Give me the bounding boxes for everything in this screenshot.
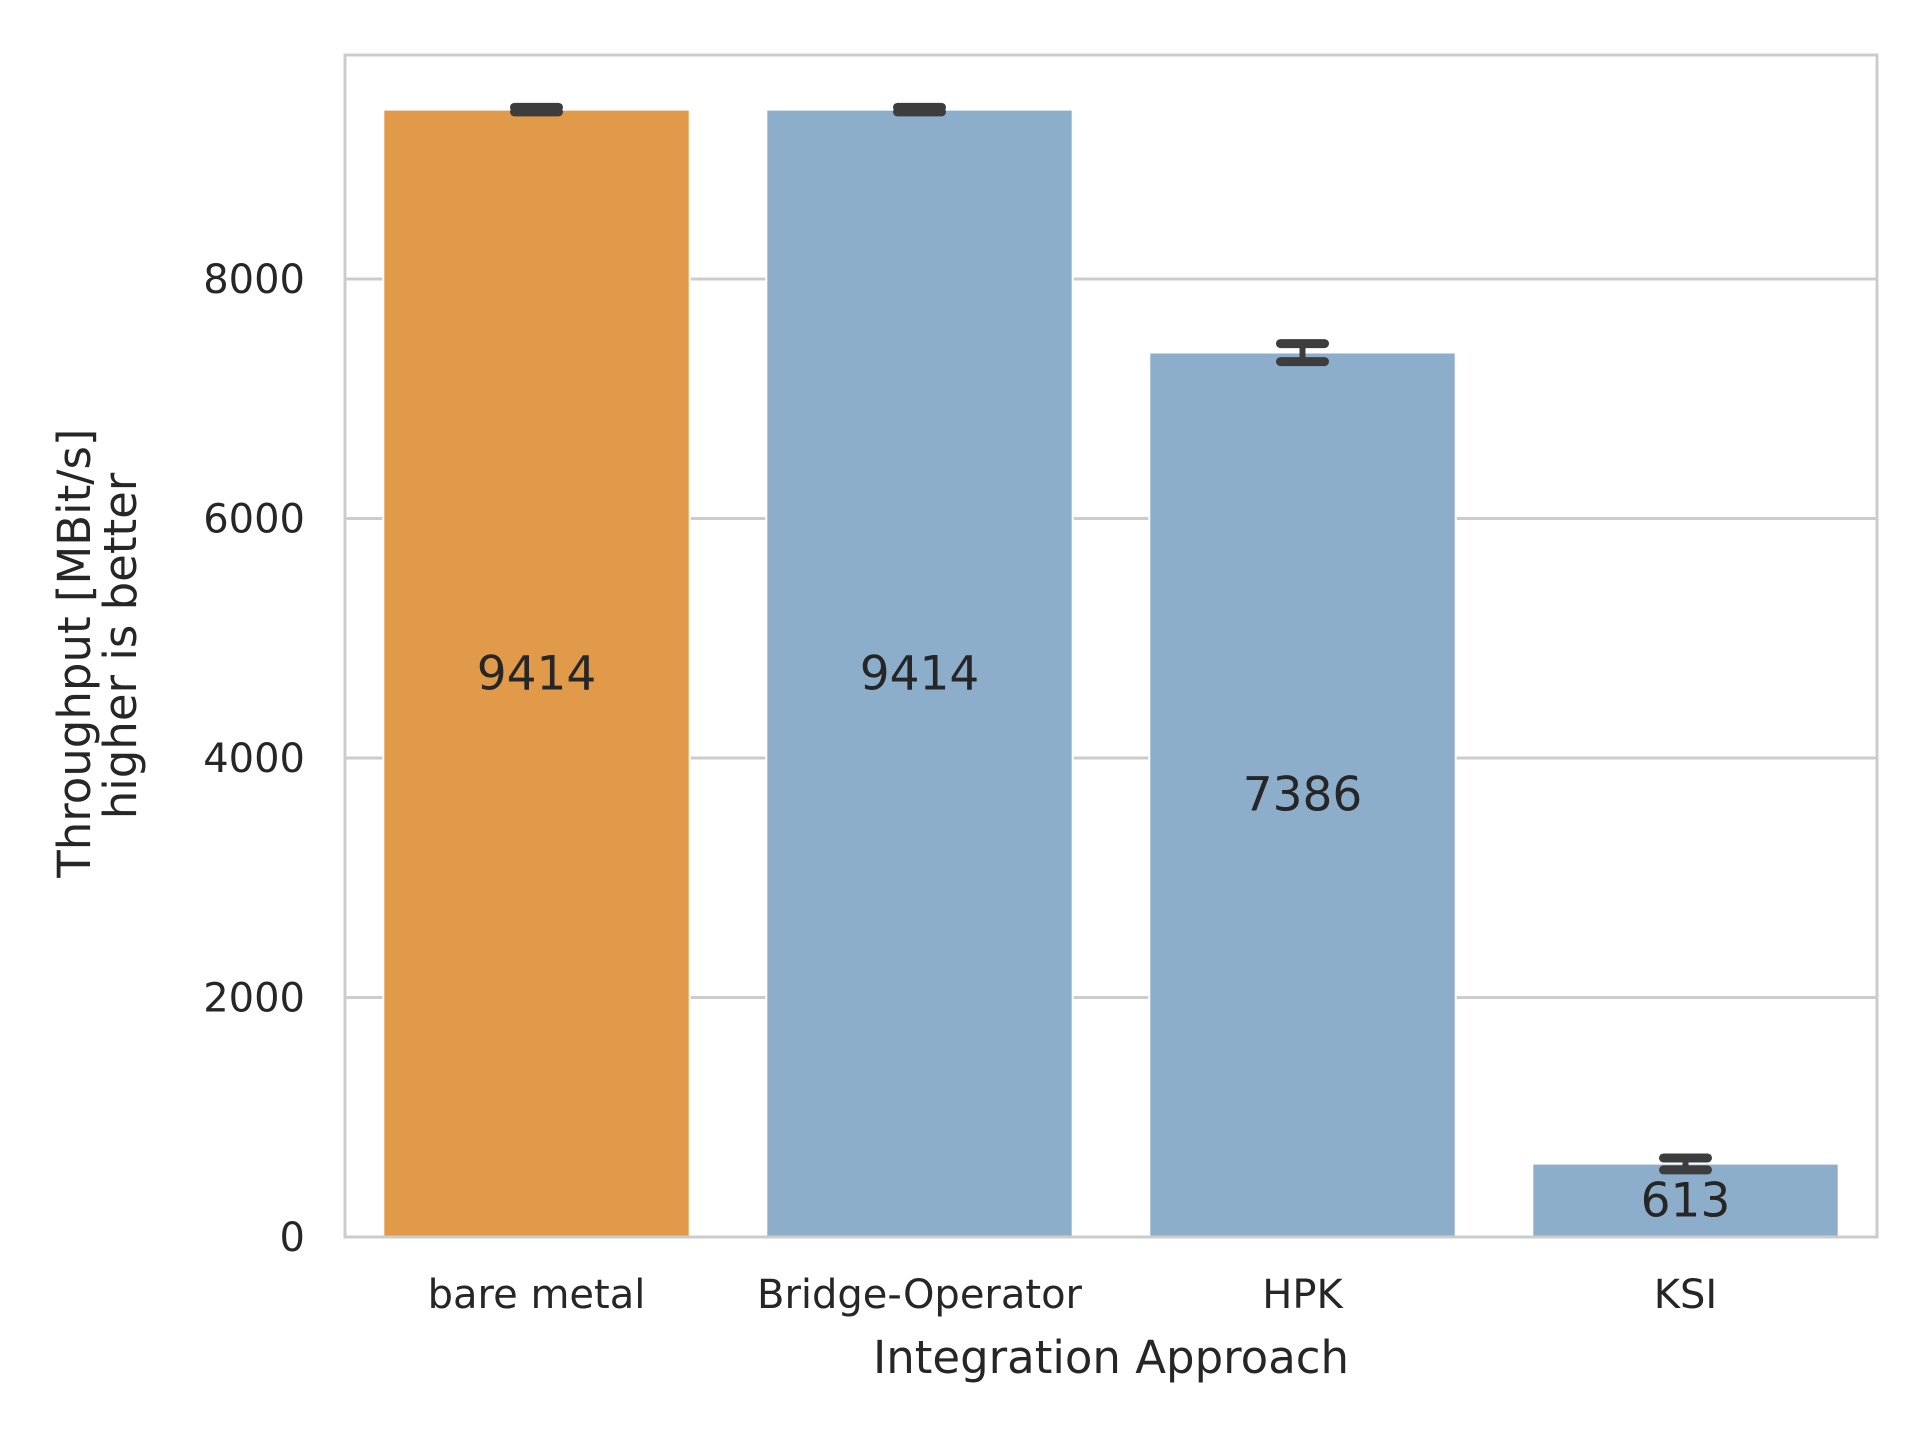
bar [382,108,691,1238]
x-tick-label: bare metal [428,1272,646,1318]
error-bar [1276,339,1329,367]
bar-value-labels: 9414 9414 7386 613 [477,646,1731,1228]
error-bars [510,102,1712,1175]
bar-value-label: 613 [1641,1173,1731,1228]
bar-value-label: 9414 [860,646,980,701]
bars [382,108,1840,1239]
x-tick-label: HPK [1262,1272,1344,1318]
error-bar [893,102,946,117]
y-tick-label: 4000 [203,736,305,782]
y-tick-label: 8000 [203,257,305,303]
bar [765,108,1074,1238]
y-tick-label: 2000 [203,975,305,1021]
y-axis-label: Throughput [MBit/s] higher is better [48,414,147,879]
x-axis-ticks: bare metal Bridge-Operator HPK KSI [428,1272,1718,1318]
y-tick-label: 6000 [203,496,305,542]
error-bar [510,102,563,117]
bar-value-label: 7386 [1243,768,1363,823]
bar [1148,351,1457,1238]
y-axis-label-line1: Throughput [MBit/s] [48,429,101,879]
x-tick-label: KSI [1654,1272,1717,1318]
y-axis-ticks: 0 2000 4000 6000 8000 [203,257,305,1261]
y-axis-label-line2: higher is better [94,472,147,819]
x-axis-label: Integration Approach [873,1331,1349,1384]
error-bar [1659,1153,1712,1175]
x-tick-label: Bridge-Operator [757,1272,1083,1318]
y-tick-label: 0 [280,1215,305,1261]
plot-frame [343,53,1879,1239]
bar-value-label: 9414 [477,646,597,701]
